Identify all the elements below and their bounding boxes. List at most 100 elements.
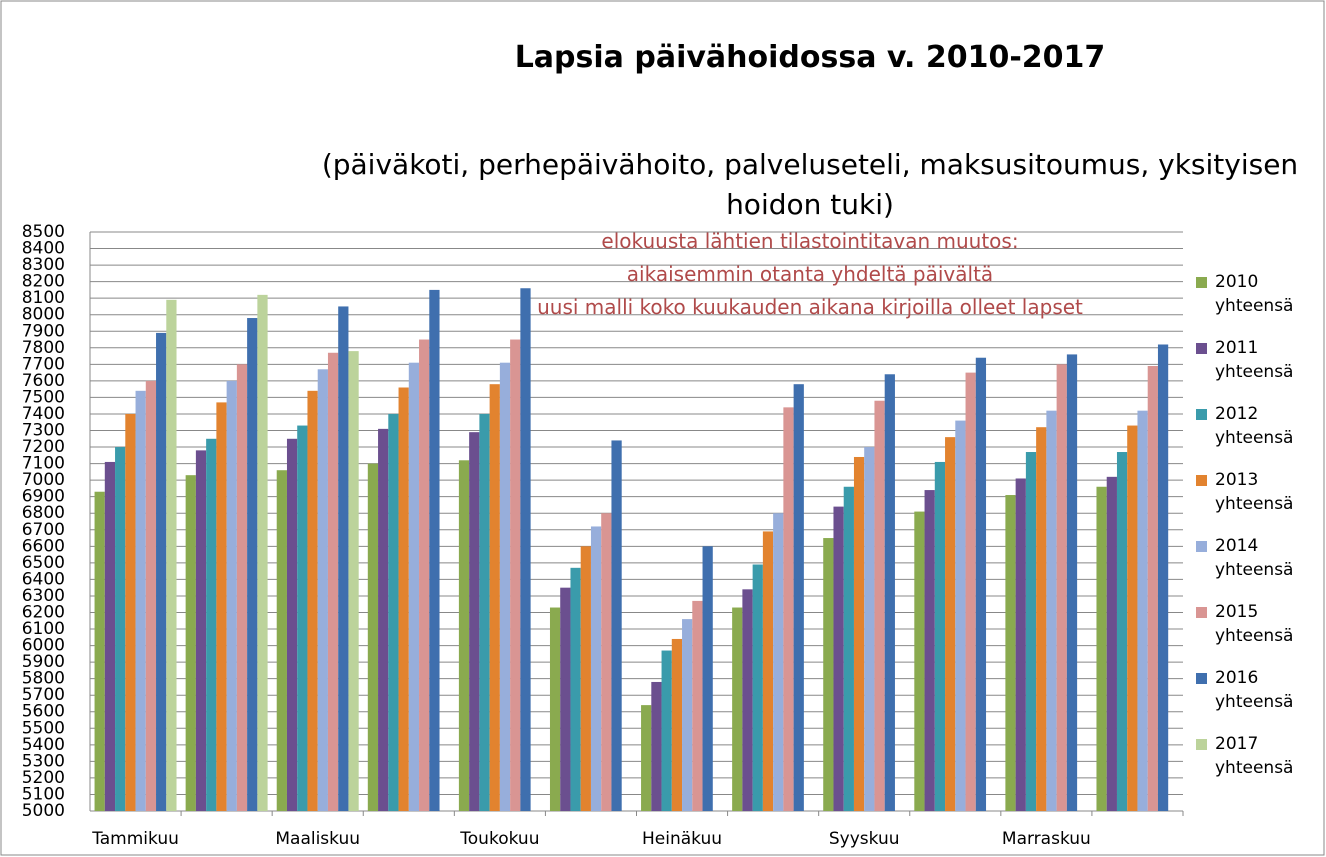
bar <box>934 461 946 811</box>
x-tick-label: Tammikuu <box>91 829 179 849</box>
legend-label: 2010 yhteensä <box>1215 272 1294 316</box>
bar <box>1046 410 1057 811</box>
bar <box>682 619 693 811</box>
x-tick-label: Syyskuu <box>829 829 900 849</box>
bar <box>1096 486 1107 811</box>
bar <box>702 546 713 811</box>
bar <box>317 369 328 811</box>
bar <box>732 607 743 811</box>
y-tick-label: 7500 <box>22 387 65 407</box>
annotation: uusi malli koko kuukauden aikana kirjoil… <box>537 295 1083 319</box>
y-tick-label: 6100 <box>22 619 65 639</box>
bar <box>419 339 430 811</box>
x-tick-label: Heinäkuu <box>642 829 722 849</box>
bar <box>378 428 389 811</box>
bar <box>327 352 339 811</box>
bar <box>611 440 622 811</box>
legend-item: 2016 yhteensä <box>1196 666 1316 732</box>
legend-item: 2017 yhteensä <box>1196 732 1316 798</box>
y-tick-label: 6000 <box>22 636 65 656</box>
y-tick-label: 6800 <box>22 503 65 523</box>
bar <box>185 475 196 811</box>
bar <box>338 306 349 811</box>
legend-label: 2011 yhteensä <box>1215 338 1294 382</box>
y-tick-label: 7100 <box>22 454 65 474</box>
bar <box>1066 354 1078 811</box>
legend-item: 2012 yhteensä <box>1196 402 1316 468</box>
bar <box>783 407 794 811</box>
bar <box>297 425 308 811</box>
bar <box>1147 365 1158 811</box>
y-tick-label: 5500 <box>22 718 65 738</box>
bar <box>135 390 146 811</box>
legend-swatch <box>1196 277 1207 288</box>
y-tick-label: 6900 <box>22 487 65 507</box>
bar <box>651 681 662 811</box>
legend-label: 2014 yhteensä <box>1215 536 1294 580</box>
y-tick-label: 5900 <box>22 652 65 672</box>
bar <box>206 438 217 811</box>
bar <box>94 491 105 811</box>
legend: 2010 yhteensä 2011 yhteensä 2012 yhteensä 2… <box>1196 270 1316 798</box>
bar <box>398 387 409 811</box>
bar <box>692 600 703 811</box>
y-tick-label: 5000 <box>22 801 65 821</box>
y-tick-label: 6200 <box>22 602 65 622</box>
bar <box>833 506 844 811</box>
bar <box>145 380 157 811</box>
bar <box>367 463 379 811</box>
bar <box>348 351 359 811</box>
bar <box>1116 452 1128 811</box>
y-tick-label: 7900 <box>22 321 65 341</box>
legend-swatch <box>1196 343 1207 354</box>
y-tick-label: 5200 <box>22 768 65 788</box>
bar <box>520 288 531 811</box>
bar <box>286 438 298 811</box>
bar <box>549 607 561 811</box>
bar <box>166 299 177 811</box>
bar <box>601 513 612 811</box>
bar <box>216 402 227 811</box>
annotation: elokuusta lähtien tilastointitavan muuto… <box>601 229 1019 253</box>
bar <box>104 461 116 811</box>
y-tick-label: 7000 <box>22 470 65 490</box>
y-tick-label: 6400 <box>22 569 65 589</box>
legend-swatch <box>1196 541 1207 552</box>
legend-item: 2014 yhteensä <box>1196 534 1316 600</box>
y-tick-label: 6600 <box>22 536 65 556</box>
legend-item: 2011 yhteensä <box>1196 336 1316 402</box>
legend-label: 2012 yhteensä <box>1215 404 1294 448</box>
legend-swatch <box>1196 739 1207 750</box>
bar <box>965 372 976 811</box>
bar <box>1106 476 1117 811</box>
x-tick-label: Toukokuu <box>459 829 539 849</box>
y-tick-label: 5800 <box>22 669 65 689</box>
bar <box>975 357 987 811</box>
bar <box>742 589 753 811</box>
bar <box>458 460 470 811</box>
legend-swatch <box>1196 475 1207 486</box>
bar <box>590 526 602 811</box>
bar <box>388 413 399 811</box>
legend-label: 2016 yhteensä <box>1215 668 1294 712</box>
y-tick-label: 5600 <box>22 702 65 722</box>
bar <box>1015 478 1026 811</box>
bar <box>1157 344 1169 811</box>
bar <box>1025 452 1037 811</box>
bar <box>661 650 672 811</box>
bar <box>945 437 956 811</box>
y-tick-label: 5300 <box>22 751 65 771</box>
bar <box>307 390 318 811</box>
legend-item: 2013 yhteensä <box>1196 468 1316 534</box>
bar <box>195 450 207 811</box>
bar <box>499 362 511 811</box>
chart-title: Lapsia päivähoidossa v. 2010-2017 <box>514 40 1106 75</box>
legend-swatch <box>1196 409 1207 420</box>
y-tick-label: 7800 <box>22 338 65 358</box>
bar <box>257 294 268 811</box>
y-tick-label: 6500 <box>22 553 65 573</box>
bar <box>823 538 834 811</box>
bar <box>955 420 966 811</box>
bar <box>1056 364 1067 811</box>
